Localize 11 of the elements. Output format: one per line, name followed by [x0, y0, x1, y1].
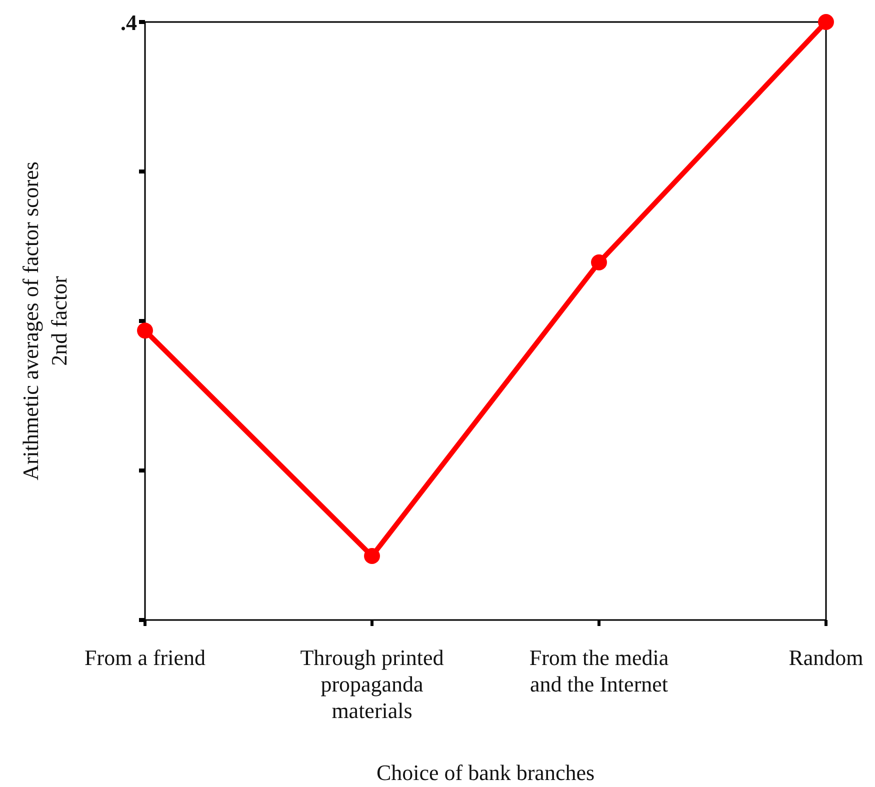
x-tick-label: From the media and the Internet: [529, 645, 669, 696]
x-tick-label: Random: [788, 645, 864, 670]
point: [137, 322, 153, 339]
point: [591, 254, 607, 270]
text: .4: [120, 10, 137, 35]
point: [364, 548, 380, 564]
point: [818, 14, 834, 30]
y-axis-title: Arithmetic averages of factor scores 2nd factor: [18, 162, 72, 480]
x-tick-label: From a friend: [84, 645, 206, 670]
x-tick-label: Through printed propaganda materials: [300, 645, 444, 723]
x-axis-title: Choice of bank branches: [376, 760, 595, 785]
